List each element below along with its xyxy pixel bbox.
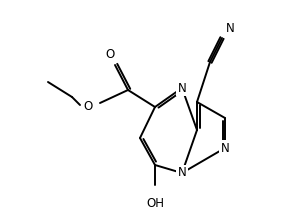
Text: N: N [178, 166, 186, 179]
Text: O: O [83, 100, 93, 113]
Text: N: N [178, 82, 186, 94]
Text: O: O [105, 49, 115, 61]
Text: N: N [226, 21, 234, 35]
Text: OH: OH [146, 197, 164, 210]
Text: N: N [221, 141, 229, 155]
